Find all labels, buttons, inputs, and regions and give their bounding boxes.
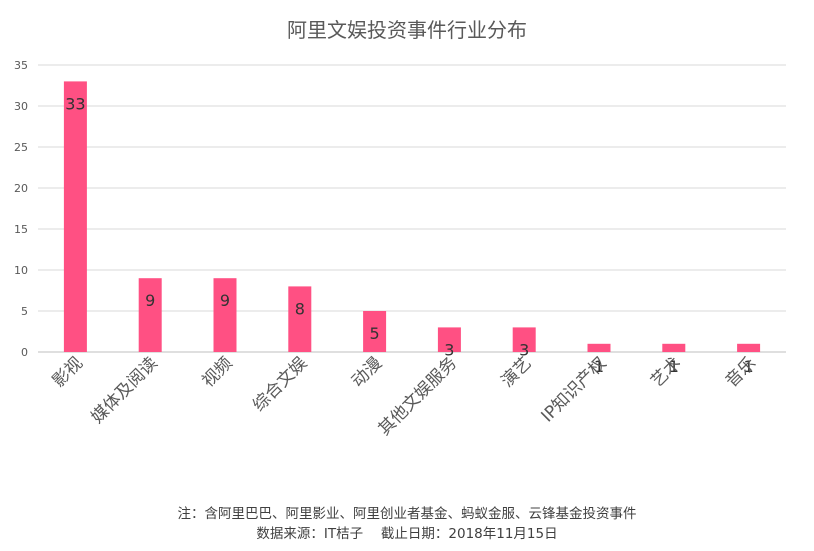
- y-tick-label: 35: [14, 59, 28, 72]
- y-tick-label: 10: [14, 264, 28, 277]
- data-label: 1: [669, 357, 679, 376]
- y-tick-label: 25: [14, 141, 28, 154]
- y-tick-label: 20: [14, 182, 28, 195]
- data-label: 3: [519, 340, 529, 359]
- category-label: 音乐: [722, 353, 760, 391]
- category-label: 媒体及阅读: [87, 353, 161, 427]
- data-label: 8: [295, 299, 305, 318]
- bar: [587, 343, 611, 352]
- bar: [737, 343, 761, 352]
- data-label: 1: [594, 357, 604, 376]
- bar: [63, 81, 87, 353]
- y-tick-label: 0: [21, 346, 28, 359]
- bar: [213, 278, 237, 352]
- category-label: 综合文娱: [249, 353, 311, 415]
- category-label: 动漫: [348, 353, 386, 391]
- bar: [363, 311, 387, 352]
- footnote-data-source-date: 数据来源：IT桔子 截止日期：2018年11月15日: [256, 526, 558, 542]
- bar: [512, 327, 536, 352]
- bar: [437, 327, 461, 352]
- data-label: 5: [370, 324, 380, 343]
- bar: [662, 343, 686, 352]
- data-label: 1: [744, 357, 754, 376]
- footnote-sources: 注：含阿里巴巴、阿里影业、阿里创业者基金、蚂蚁金服、云锋基金投资事件: [177, 506, 637, 522]
- category-label: 其他文娱服务: [375, 353, 461, 439]
- data-label: 33: [65, 94, 85, 113]
- chart-title: 阿里文娱投资事件行业分布: [287, 18, 527, 42]
- category-label: IP知识产权: [538, 353, 611, 426]
- y-tick-label: 30: [14, 100, 28, 113]
- y-tick-label: 5: [21, 305, 28, 318]
- category-label: 视频: [198, 353, 236, 391]
- category-label: 艺术: [647, 353, 685, 391]
- y-tick-label: 15: [14, 223, 28, 236]
- data-label: 9: [220, 291, 230, 310]
- bar: [138, 278, 162, 352]
- data-label: 3: [444, 340, 454, 359]
- category-label: 影视: [49, 353, 87, 391]
- bar: [288, 286, 312, 352]
- data-label: 9: [145, 291, 155, 310]
- bar-chart: 0510152025303533影视9媒体及阅读9视频8综合文娱5动漫3其他文娱…: [14, 59, 786, 440]
- category-label: 演艺: [498, 353, 536, 391]
